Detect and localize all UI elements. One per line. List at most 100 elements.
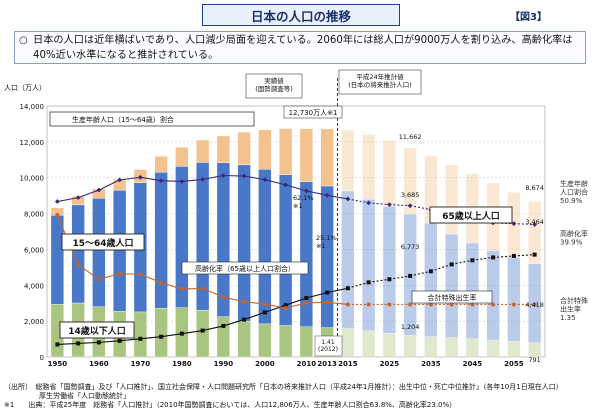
aging-rate-point bbox=[532, 252, 537, 257]
aging-rate-segment bbox=[223, 319, 245, 327]
fertility-rate-point bbox=[325, 300, 330, 305]
bar-segment bbox=[195, 310, 210, 358]
work-ratio-segment bbox=[327, 194, 348, 200]
aging-rate-point bbox=[470, 258, 475, 263]
work-ratio-point bbox=[200, 176, 206, 182]
aging-rate-segment bbox=[119, 338, 141, 342]
old-2060-label: 3,464 bbox=[525, 218, 544, 226]
x-tick-label: 1980 bbox=[172, 360, 192, 368]
bar-segment bbox=[486, 250, 500, 341]
bar-segment bbox=[320, 327, 334, 358]
aging-rate-segment bbox=[347, 281, 369, 289]
work-ratio-point bbox=[532, 222, 538, 227]
actual-label: 実績値(国勢調査等) bbox=[255, 76, 293, 93]
bar-segment bbox=[403, 213, 417, 336]
bar-segment bbox=[133, 182, 148, 313]
fertility-rate-segment bbox=[160, 282, 183, 290]
fertility-rate-point bbox=[55, 212, 60, 217]
aging-legend: 高齢化率（65歳以上人口割合） bbox=[195, 264, 295, 273]
total-2030-label: 11,662 bbox=[399, 133, 422, 141]
aging-rate-segment bbox=[140, 336, 162, 340]
bar-segment bbox=[465, 242, 480, 340]
work-ratio-point bbox=[220, 173, 226, 178]
bar-segment bbox=[444, 233, 459, 338]
work-ratio-point bbox=[117, 177, 123, 183]
fertility-rate-point bbox=[491, 302, 496, 307]
box-1564 bbox=[61, 233, 145, 251]
aging-rate-point bbox=[221, 323, 226, 328]
aging-rate-segment bbox=[306, 292, 328, 299]
fertility-rate-point bbox=[117, 271, 122, 276]
bar-segment bbox=[341, 129, 355, 192]
y-tick-label: 14,000 bbox=[20, 103, 45, 111]
fertility-rate-segment bbox=[140, 273, 162, 284]
aging-rate-segment bbox=[389, 275, 411, 280]
work-ratio-point bbox=[137, 174, 143, 180]
work-ratio-point bbox=[96, 187, 102, 193]
aging-rate-segment bbox=[202, 325, 224, 332]
work-2060-label: 4,418 bbox=[525, 301, 544, 309]
bar-segment bbox=[527, 201, 542, 264]
right-aging-rate: 高齢化率 39.9% bbox=[560, 229, 588, 246]
fertility-rate-point bbox=[159, 280, 164, 285]
work-ratio-point bbox=[366, 200, 372, 206]
aging-rate-point bbox=[76, 341, 81, 346]
work-ratio-segment bbox=[161, 180, 182, 183]
box-1564-label: 15～64歳人口 bbox=[72, 237, 133, 249]
bar-segment bbox=[50, 207, 65, 216]
tfr-2012-box bbox=[314, 335, 343, 357]
aging-rate-point bbox=[387, 277, 392, 282]
fertility-rate-point bbox=[76, 262, 81, 267]
aging-rate-segment bbox=[264, 304, 286, 313]
work-ratio-point bbox=[490, 220, 496, 226]
work-ratio-point bbox=[241, 173, 247, 179]
total-2010-box bbox=[283, 105, 343, 119]
work-ratio-point bbox=[511, 221, 517, 227]
work-ratio-point bbox=[407, 203, 413, 209]
y-tick-label: 6,000 bbox=[24, 246, 44, 254]
aging-rate-segment bbox=[368, 278, 390, 283]
bar-segment bbox=[507, 341, 521, 358]
plot-area bbox=[46, 105, 546, 358]
fertility-rate-segment bbox=[306, 301, 328, 304]
work-ratio-point bbox=[283, 182, 289, 188]
aging-2013-label: 25.1% ※1 bbox=[316, 234, 337, 250]
bar-segment bbox=[154, 172, 168, 309]
y-tick-label: 4,000 bbox=[24, 282, 44, 290]
work-ratio-point bbox=[303, 188, 309, 194]
aging-rate-point bbox=[262, 310, 267, 315]
aging-rate-segment bbox=[327, 287, 348, 294]
x-tick-label: 1970 bbox=[131, 360, 151, 368]
work-ratio-point bbox=[262, 177, 268, 183]
aging-rate-point bbox=[408, 273, 413, 278]
bar-segment bbox=[50, 304, 65, 358]
work-ratio-segment bbox=[347, 198, 369, 204]
aging-rate-point bbox=[304, 295, 309, 300]
bar-segment bbox=[486, 339, 500, 358]
bar-segment bbox=[92, 198, 106, 307]
work-ratio-segment bbox=[264, 179, 286, 186]
work-ratio-segment bbox=[451, 216, 473, 222]
bar-segment bbox=[341, 190, 355, 329]
bar-segment bbox=[507, 256, 521, 342]
bar-segment bbox=[71, 196, 85, 206]
bar-segment bbox=[195, 139, 210, 163]
y-axis-label: 人口（万人） bbox=[4, 84, 46, 92]
bar-segment bbox=[112, 311, 127, 358]
aging-box bbox=[181, 261, 309, 275]
x-tick-label: 2015 bbox=[338, 360, 358, 368]
fertility-rate-point bbox=[408, 302, 413, 307]
bar-segment bbox=[71, 302, 85, 358]
bar-segment bbox=[320, 128, 334, 187]
bar-segment bbox=[175, 147, 189, 167]
bar-segment bbox=[71, 204, 85, 304]
fertility-rate-point bbox=[345, 302, 350, 307]
fertility-rate-point bbox=[242, 299, 247, 304]
work-ratio-point bbox=[158, 178, 164, 184]
bar-segment bbox=[465, 338, 480, 358]
aging-rate-point bbox=[159, 334, 164, 339]
work-ratio-segment bbox=[389, 204, 411, 207]
old-2030-label: 3,685 bbox=[401, 191, 420, 199]
y-tick-label: 0 bbox=[40, 354, 44, 362]
